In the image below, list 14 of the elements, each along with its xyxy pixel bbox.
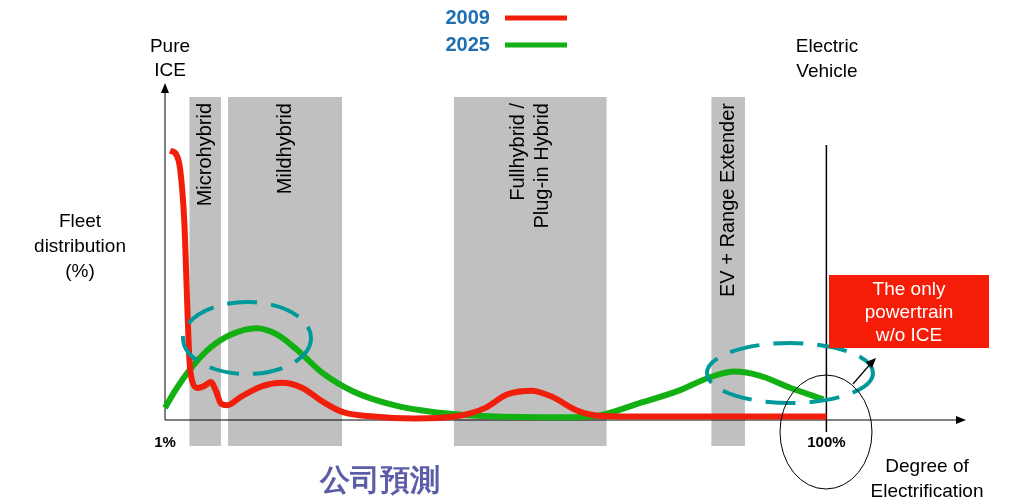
band-label: Microhybrid [192, 103, 215, 207]
legend-label: 2009 [445, 5, 490, 28]
x-tick-label: 100% [807, 433, 846, 451]
band-label: EV + Range Extender [715, 102, 738, 298]
band-label: Mildhybrid [272, 103, 295, 195]
legend-label: 2025 [445, 32, 490, 55]
y-axis-title: Fleet distribution (%) [34, 210, 126, 282]
x-axis-title: Degree of Electrification [870, 455, 984, 502]
text: Pure ICE [149, 35, 191, 81]
x-tick-label: 1% [154, 433, 176, 451]
text: 公司預測 [319, 463, 440, 497]
text: Electric Vehicle [795, 35, 859, 82]
callout-box: The only powertrain w/o ICE [829, 275, 989, 348]
band-label: Fullhybrid / Plug-in Hybrid [505, 102, 552, 229]
